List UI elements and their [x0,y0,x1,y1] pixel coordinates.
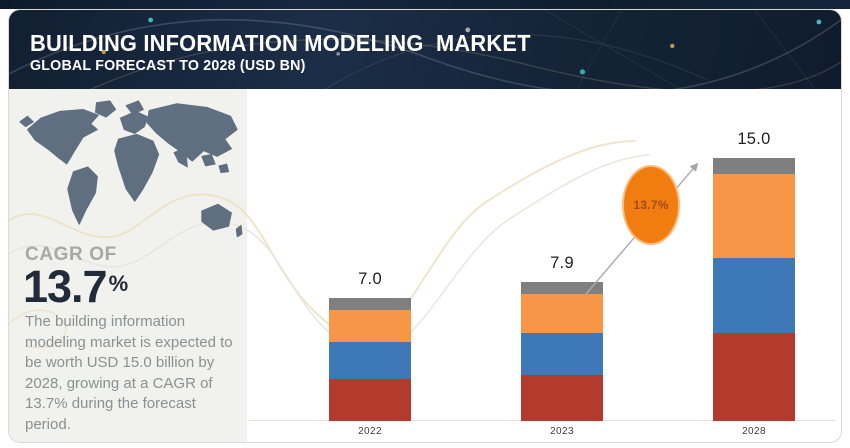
header-banner: BUILDING INFORMATION MODELING MARKET GLO… [9,10,841,89]
bar-total-2022: 7.0 [358,270,382,288]
top-accent-strip [0,0,850,9]
bar-2023 [521,282,603,421]
bar-2028-segment-red [713,333,795,421]
network-pattern-decoration [9,10,841,89]
bar-2022-segment-red [329,379,411,421]
bar-2023-segment-orange [521,294,603,333]
bar-2028-segment-blue [713,258,795,333]
x-axis-label-2022: 2022 [358,426,382,437]
bar-total-2028: 15.0 [737,130,771,148]
x-axis-label-2023: 2023 [550,426,574,437]
stacked-bar-chart: 13.7% 7.0 2022 7.9 2023 15.0 2028 [9,89,841,442]
growth-rate-value: 13.7% [633,198,669,212]
page-subtitle: GLOBAL FORECAST TO 2028 (USD BN) [30,57,306,75]
bar-2023-segment-red [521,375,603,421]
bar-2023-segment-gray [521,282,603,294]
x-axis-label-2028: 2028 [742,426,766,437]
bar-2028 [713,158,795,421]
infographic-card: BUILDING INFORMATION MODELING MARKET GLO… [8,9,842,443]
bar-2028-segment-gray [713,158,795,174]
growth-rate-badge: 13.7% [622,165,680,245]
bar-2023-segment-blue [521,333,603,375]
bar-2022-segment-blue [329,342,411,379]
page-title: BUILDING INFORMATION MODELING MARKET [30,30,531,56]
bar-2028-segment-orange [713,174,795,258]
bar-2022-segment-orange [329,310,411,342]
infographic-body: CAGR OF 13.7% The building information m… [9,89,841,442]
bar-2022 [329,298,411,421]
bar-total-2023: 7.9 [550,254,574,272]
bar-2022-segment-gray [329,298,411,310]
